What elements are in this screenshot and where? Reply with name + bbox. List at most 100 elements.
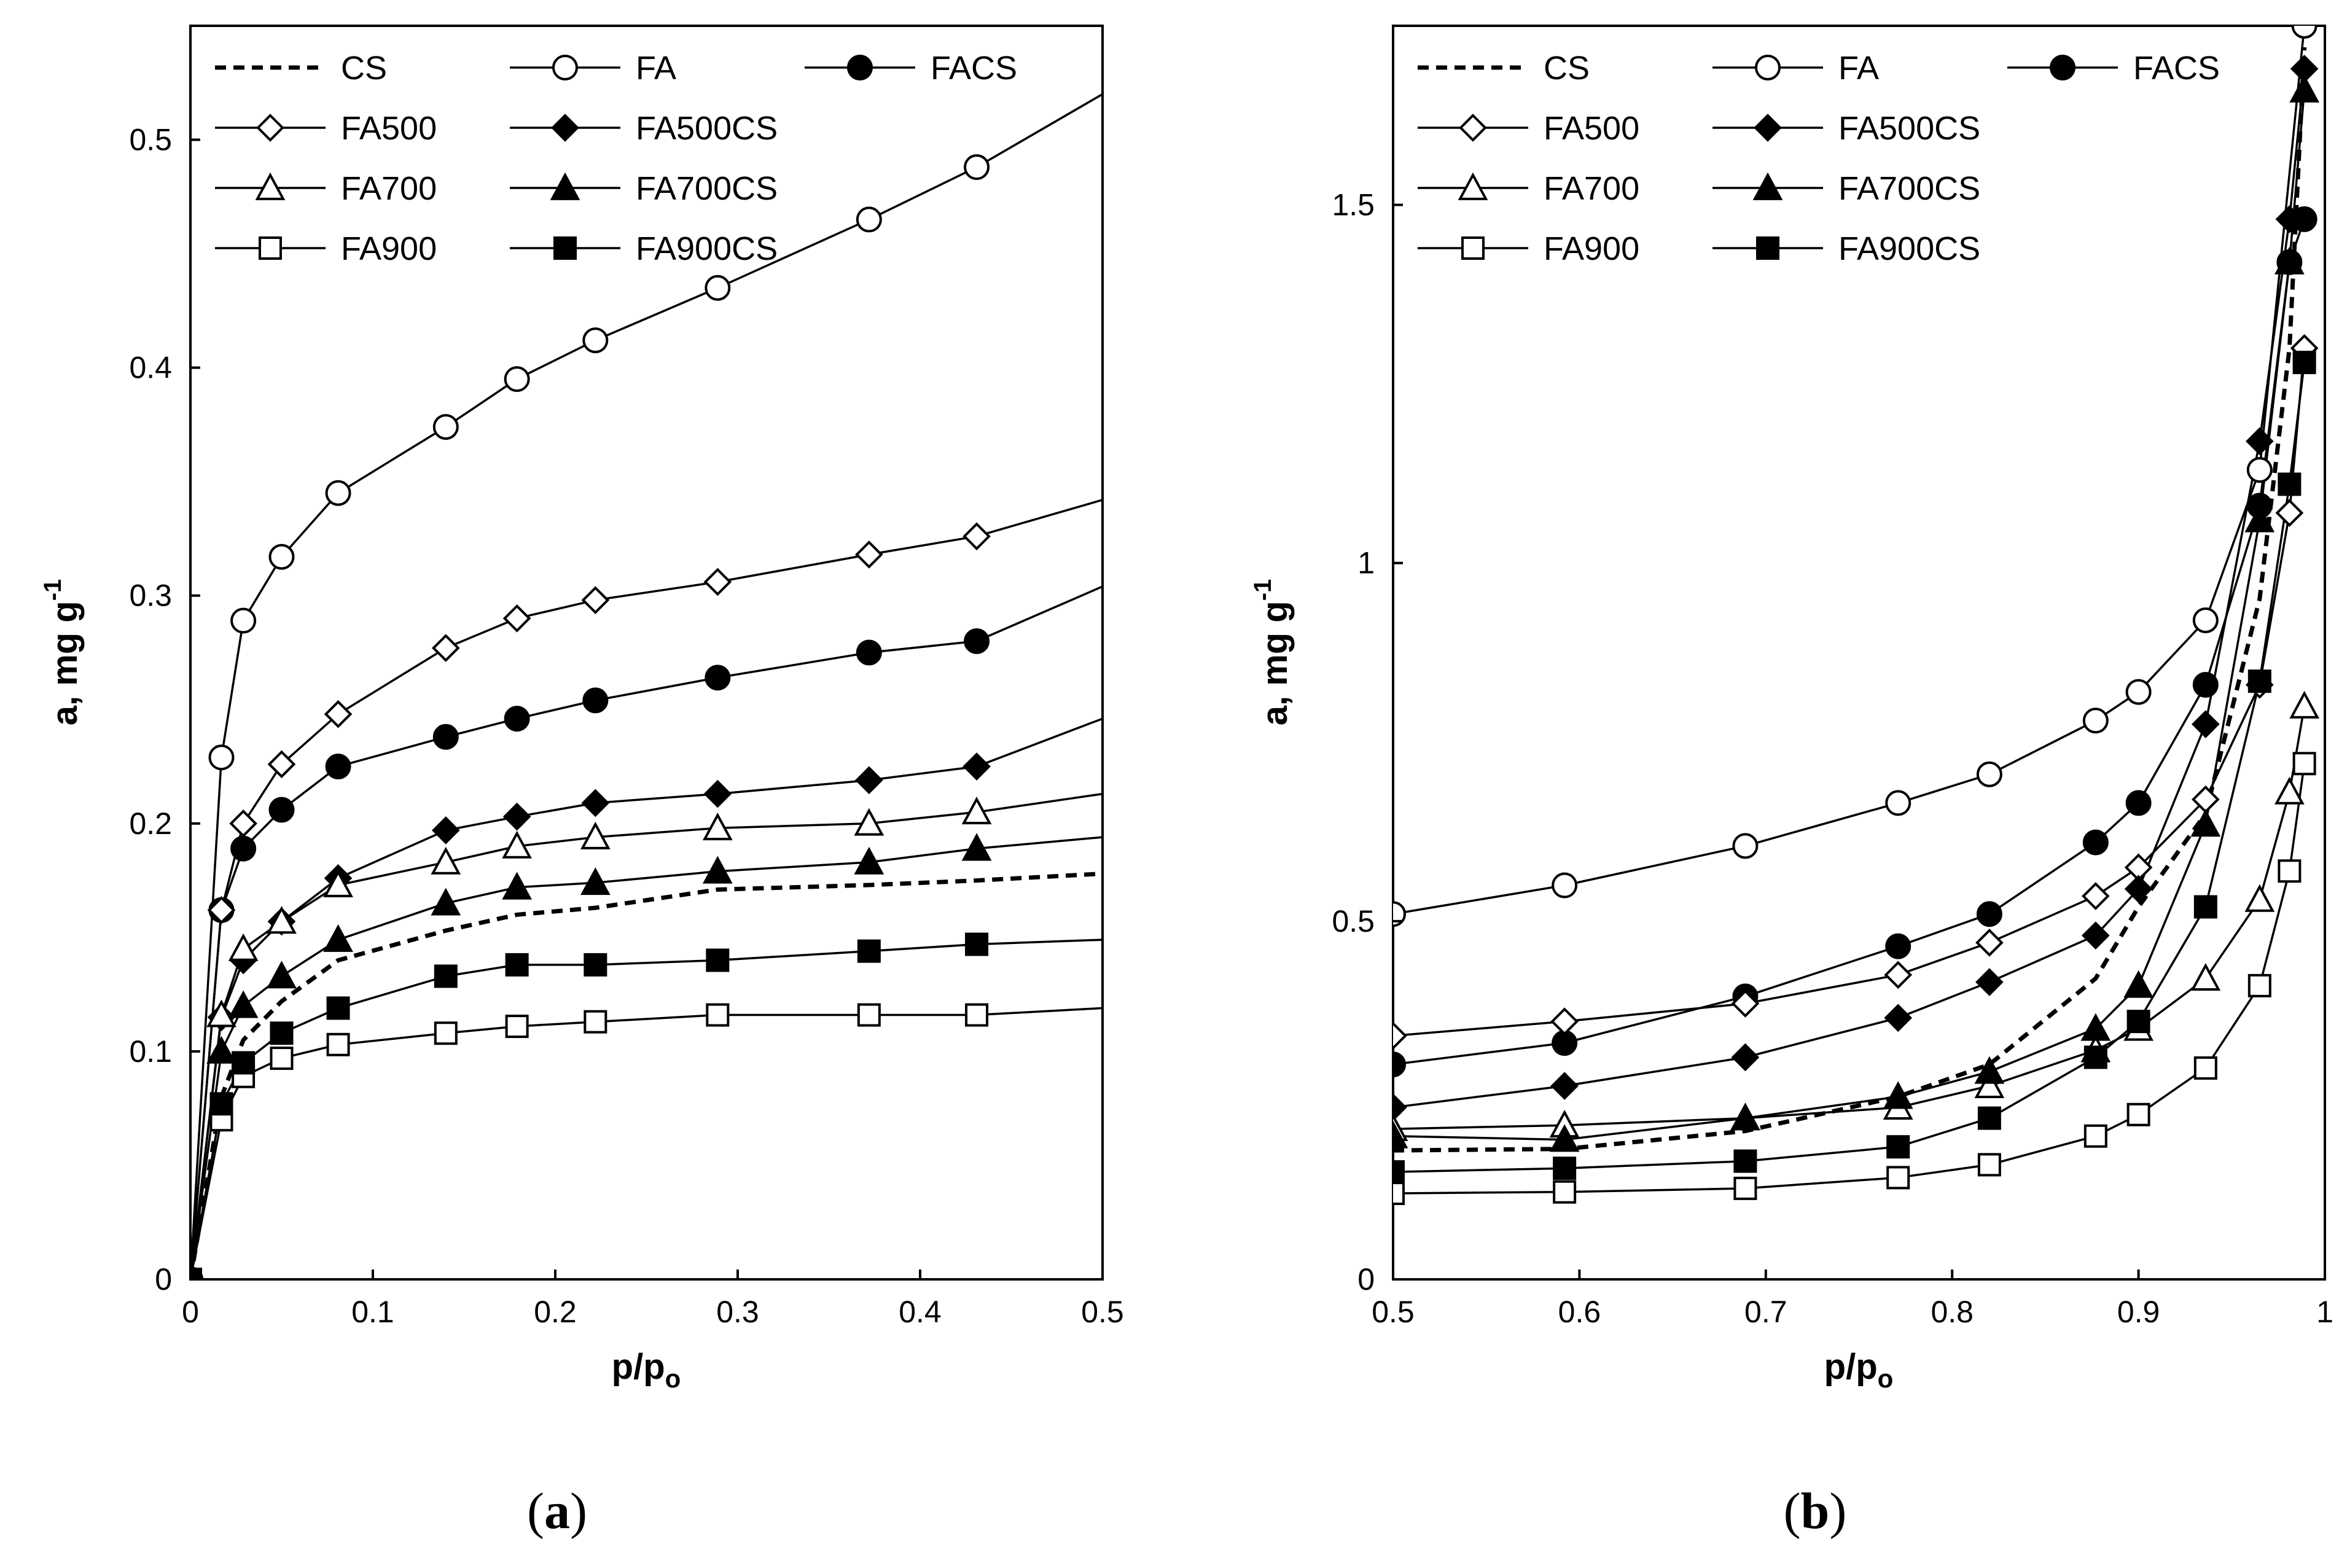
data-point-fa500cs-b bbox=[1731, 1043, 1760, 1072]
x-tick-label-b: 0.6 bbox=[1558, 1295, 1601, 1329]
legend-label-fa700cs-b: FA700CS bbox=[1838, 170, 1980, 207]
data-point-fa900cs-b bbox=[1733, 1149, 1757, 1173]
y-ticks-a: 0 0.1 0.2 0.3 0.4 0.5 bbox=[129, 123, 200, 1297]
data-point-fa500cs-b bbox=[1884, 1004, 1913, 1032]
data-point-facs-a bbox=[230, 835, 257, 862]
legend-marker-fa900cs-a bbox=[553, 236, 577, 260]
legend-marker-fa900-a bbox=[259, 236, 282, 260]
data-point-facs-b bbox=[1885, 933, 1911, 959]
legend-label-fa700-b: FA700 bbox=[1544, 170, 1639, 207]
legend-label-cs-b: CS bbox=[1544, 50, 1590, 87]
data-point-fa900-a bbox=[857, 1003, 881, 1027]
data-point-fa500-b bbox=[1550, 1007, 1579, 1036]
data-point-fa900-b bbox=[1977, 1153, 2001, 1177]
data-point-fa-b bbox=[2246, 457, 2273, 483]
y-tick-label-b: 1.5 bbox=[1332, 188, 1375, 222]
data-point-fa700-a bbox=[961, 797, 992, 825]
data-point-fa500-b bbox=[2275, 499, 2304, 527]
data-point-fa900-b bbox=[2126, 1102, 2150, 1126]
legend-label-fa500-a: FA500 bbox=[341, 110, 437, 147]
data-point-fa500cs-a bbox=[963, 752, 991, 781]
data-point-fa900-b bbox=[1553, 1180, 1577, 1204]
data-point-fa700cs-b bbox=[2244, 504, 2275, 532]
x-tick-label-b: 0.7 bbox=[1744, 1295, 1787, 1329]
data-point-fa900cs-b bbox=[2083, 1045, 2107, 1069]
x-axis-title-a: p/po bbox=[612, 1347, 681, 1393]
data-point-fa700cs-b bbox=[2123, 970, 2154, 998]
series-line-fa-a bbox=[190, 93, 1103, 1279]
data-point-fa900cs-a bbox=[505, 953, 529, 977]
legend-label-fa900cs-b: FA900CS bbox=[1838, 230, 1980, 267]
panel-b: CS FA FACS FA500 FA500CS FA700 FA700CS FA900 FA9… bbox=[1249, 25, 2333, 1540]
series-line-cs-a bbox=[190, 872, 1103, 1279]
data-point-fa500-b bbox=[2081, 882, 2110, 910]
data-point-fa500-a bbox=[267, 750, 296, 779]
data-point-fa700-b bbox=[1974, 1070, 2005, 1098]
legend-marker-fa700-b bbox=[1458, 172, 1488, 200]
data-point-fa700cs-b bbox=[2190, 809, 2221, 837]
data-point-fa700-b bbox=[2244, 884, 2275, 912]
data-point-fa-a bbox=[964, 154, 990, 181]
y-tick-label-a: 0.1 bbox=[129, 1034, 172, 1069]
data-point-fa900cs-b bbox=[1977, 1106, 2001, 1130]
legend-marker-fa-a bbox=[552, 55, 578, 80]
legend-label-fa500cs-a: FA500CS bbox=[636, 110, 778, 147]
data-point-fa-a bbox=[504, 366, 530, 392]
data-point-fa-a bbox=[582, 327, 609, 354]
legend-a: CS FA FACS FA500 FA500CS FA700 FA700CS FA900 FA9… bbox=[215, 50, 1017, 267]
data-point-fa500cs-a bbox=[502, 802, 531, 831]
data-point-facs-a bbox=[705, 665, 731, 691]
legend-marker-fa700-a bbox=[255, 172, 286, 200]
y-tick-label-a: 0 bbox=[155, 1262, 172, 1297]
data-point-fa700cs-a bbox=[580, 867, 611, 895]
x-tick-label-a: 0 bbox=[182, 1295, 199, 1329]
data-point-fa-b bbox=[2125, 679, 2152, 705]
data-point-fa500cs-b bbox=[2124, 875, 2153, 903]
legend-label-fa900-b: FA900 bbox=[1544, 230, 1639, 267]
data-point-fa700cs-a bbox=[431, 887, 461, 916]
data-point-fa700-a bbox=[323, 869, 353, 897]
legend-marker-fa500cs-b bbox=[1754, 114, 1782, 142]
data-point-fa700cs-a bbox=[961, 833, 992, 861]
data-point-fa900-b bbox=[1393, 1182, 1405, 1206]
data-point-fa500-b bbox=[1884, 961, 1913, 989]
plot-frame-a bbox=[189, 25, 1104, 1281]
data-point-facs-a bbox=[856, 639, 882, 666]
data-point-fa900-b bbox=[2292, 752, 2316, 776]
panel-label-a: (a) bbox=[527, 1483, 587, 1540]
legend-label-fa700-a: FA700 bbox=[341, 170, 437, 207]
data-point-fa500-b bbox=[1731, 989, 1760, 1018]
series-line-cs-b bbox=[1393, 47, 2307, 1153]
data-point-fa700cs-a bbox=[206, 1036, 236, 1064]
x-tick-label-a: 0.2 bbox=[534, 1295, 577, 1329]
data-point-fa-b bbox=[2192, 607, 2219, 634]
data-point-fa500cs-b bbox=[2245, 427, 2274, 456]
data-point-fa900cs-a bbox=[190, 1268, 202, 1279]
data-point-fa-a bbox=[208, 744, 235, 771]
data-point-fa500-b bbox=[1393, 1021, 1407, 1050]
y-tick-label-a: 0.5 bbox=[129, 123, 172, 157]
legend-marker-fa500cs-a bbox=[551, 114, 579, 142]
data-point-facs-b bbox=[2082, 829, 2109, 856]
legend-marker-fa500-a bbox=[256, 114, 284, 142]
data-point-fa900-b bbox=[2247, 973, 2271, 997]
data-point-fa500-a bbox=[431, 634, 460, 662]
data-point-fa700-b bbox=[2289, 690, 2319, 719]
legend-label-fa900-a: FA900 bbox=[341, 230, 437, 267]
data-point-fa700cs-b bbox=[2274, 246, 2305, 275]
data-point-fa500-a bbox=[963, 522, 991, 551]
data-point-fa700cs-a bbox=[228, 990, 259, 1018]
data-point-facs-a bbox=[582, 687, 609, 714]
data-point-fa700cs-b bbox=[1974, 1056, 2005, 1084]
data-point-fa500-a bbox=[207, 896, 236, 924]
data-point-facs-b bbox=[2125, 790, 2152, 816]
data-point-fa-a bbox=[432, 414, 459, 440]
x-ticks-b: 0.5 0.6 0.7 0.8 0.9 1 bbox=[1372, 1270, 2333, 1329]
data-point-fa500-a bbox=[324, 700, 353, 728]
data-point-fa700cs-a bbox=[502, 872, 532, 900]
legend-label-fa500-b: FA500 bbox=[1544, 110, 1639, 147]
data-point-fa900cs-b bbox=[2247, 669, 2271, 693]
x-axis-title-b: p/po bbox=[1824, 1347, 1894, 1393]
data-point-fa700-a bbox=[267, 906, 297, 934]
data-point-fa900cs-a bbox=[584, 953, 607, 977]
